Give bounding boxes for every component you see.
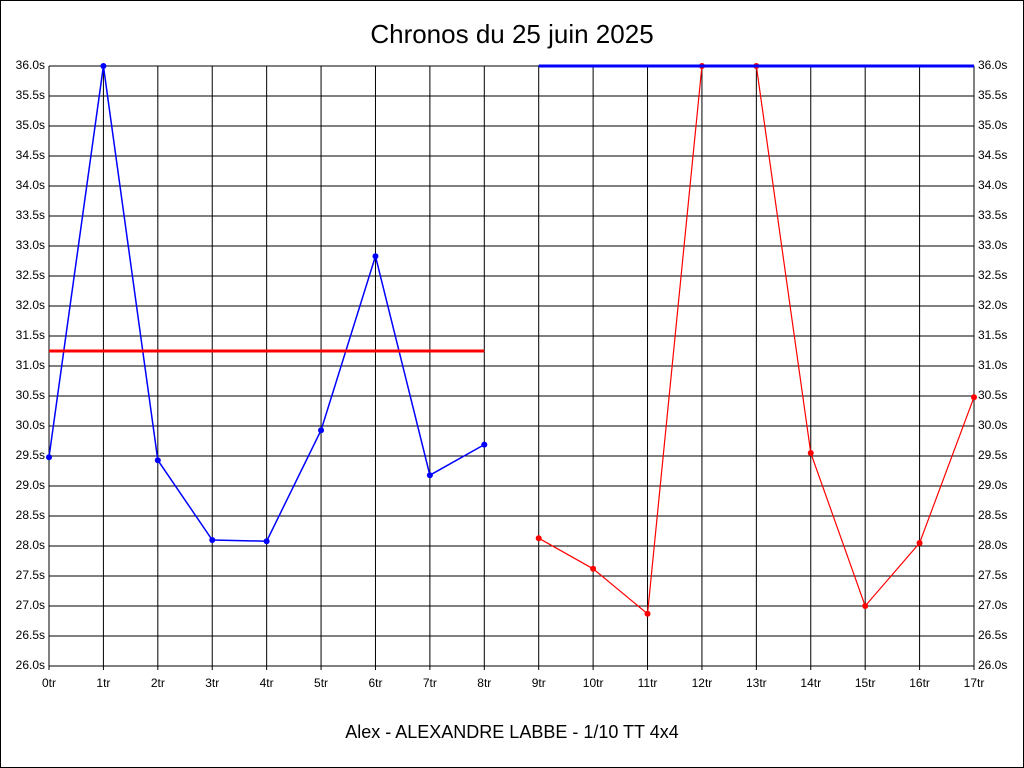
- y2-tick-label: 35.0s: [978, 118, 1007, 132]
- x-tick-label: 0tr: [42, 676, 56, 690]
- y-tick-label: 32.5s: [16, 268, 45, 282]
- y2-tick-label: 35.5s: [978, 88, 1007, 102]
- data-point: [971, 394, 977, 401]
- x-tick-label: 7tr: [423, 676, 437, 690]
- y2-tick-label: 32.5s: [978, 268, 1007, 282]
- y2-tick-label: 26.0s: [978, 658, 1007, 672]
- x-tick-label: 13tr: [746, 676, 767, 690]
- y2-tick-label: 32.0s: [978, 298, 1007, 312]
- y2-tick-label: 28.5s: [978, 508, 1007, 522]
- y2-tick-label: 31.5s: [978, 328, 1007, 342]
- data-point: [807, 450, 814, 456]
- y2-tick-label: 34.5s: [978, 148, 1007, 162]
- y2-tick-label: 29.5s: [978, 448, 1007, 462]
- y-tick-label: 26.5s: [16, 628, 45, 642]
- y-tick-label: 31.5s: [16, 328, 45, 342]
- y-tick-label: 28.5s: [16, 508, 45, 522]
- data-point: [100, 63, 107, 69]
- x-tick-label: 11tr: [638, 676, 658, 690]
- x-axis-label: Alex - ALEXANDRE LABBE - 1/10 TT 4x4: [345, 722, 678, 742]
- data-point: [209, 537, 216, 543]
- y-tick-label: 29.0s: [16, 478, 45, 492]
- y2-tick-label: 33.0s: [978, 238, 1007, 252]
- x-tick-label: 2tr: [151, 676, 165, 690]
- data-point: [154, 457, 161, 464]
- y-tick-label: 30.5s: [16, 388, 45, 402]
- y-tick-label: 33.5s: [16, 208, 45, 222]
- data-point: [862, 603, 869, 609]
- x-tick-label: 16tr: [909, 676, 930, 690]
- y2-tick-label: 26.5s: [978, 628, 1007, 642]
- chart-title: Chronos du 25 juin 2025: [370, 19, 653, 49]
- x-tick-label: 12tr: [692, 676, 713, 690]
- y-tick-label: 27.0s: [16, 598, 45, 612]
- x-tick-label: 9tr: [532, 676, 546, 690]
- data-point: [916, 540, 923, 546]
- data-point: [372, 253, 379, 260]
- x-tick-label: 17tr: [964, 676, 985, 690]
- y-tick-label: 29.5s: [16, 448, 45, 462]
- y2-tick-label: 29.0s: [978, 478, 1007, 492]
- y-tick-label: 26.0s: [16, 658, 45, 672]
- y-tick-label: 31.0s: [16, 358, 45, 372]
- y2-tick-label: 27.5s: [978, 568, 1007, 582]
- y-tick-label: 35.0s: [16, 118, 45, 132]
- x-tick-label: 1tr: [96, 676, 110, 690]
- y-tick-label: 30.0s: [16, 418, 45, 432]
- x-tick-label: 14tr: [800, 676, 821, 690]
- y-tick-label: 28.0s: [16, 538, 45, 552]
- y2-tick-label: 34.0s: [978, 178, 1007, 192]
- x-tick-label: 3tr: [205, 676, 219, 690]
- data-point: [535, 535, 542, 542]
- x-tick-label: 8tr: [477, 676, 491, 690]
- y-tick-label: 32.0s: [16, 298, 45, 312]
- data-point: [644, 610, 651, 617]
- x-tick-label: 15tr: [855, 676, 876, 690]
- x-tick-label: 6tr: [368, 676, 382, 690]
- y2-tick-label: 30.5s: [978, 388, 1007, 402]
- y-tick-label: 27.5s: [16, 568, 45, 582]
- y2-tick-label: 31.0s: [978, 358, 1007, 372]
- y-tick-label: 34.5s: [16, 148, 45, 162]
- x-tick-label: 5tr: [314, 676, 328, 690]
- y-tick-label: 35.5s: [16, 88, 45, 102]
- data-point: [426, 472, 433, 479]
- data-point: [590, 565, 597, 572]
- y2-tick-label: 36.0s: [978, 58, 1007, 72]
- y-tick-label: 36.0s: [16, 58, 45, 72]
- data-point: [263, 538, 270, 545]
- data-point: [318, 427, 325, 434]
- y2-tick-label: 27.0s: [978, 598, 1007, 612]
- x-tick-label: 4tr: [260, 676, 274, 690]
- data-point: [481, 441, 488, 448]
- y2-tick-label: 33.5s: [978, 208, 1007, 222]
- y-tick-label: 33.0s: [16, 238, 45, 252]
- y-tick-label: 34.0s: [16, 178, 45, 192]
- data-point: [46, 454, 52, 461]
- y2-tick-label: 30.0s: [978, 418, 1007, 432]
- x-tick-label: 10tr: [583, 676, 604, 690]
- y2-tick-label: 28.0s: [978, 538, 1007, 552]
